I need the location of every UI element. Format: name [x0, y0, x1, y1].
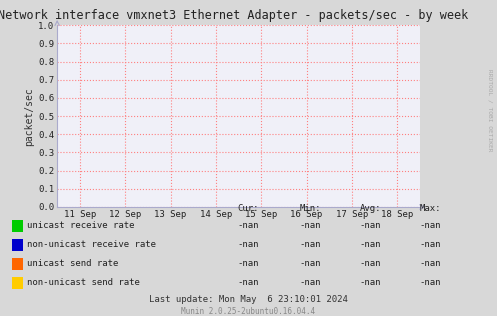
Text: -nan: -nan: [359, 240, 381, 249]
Text: Max:: Max:: [419, 204, 441, 213]
Text: -nan: -nan: [300, 222, 322, 230]
Y-axis label: packet/sec: packet/sec: [24, 87, 34, 145]
Text: Min:: Min:: [300, 204, 322, 213]
Text: -nan: -nan: [300, 259, 322, 268]
Text: -nan: -nan: [419, 278, 441, 287]
Text: RRDTOOL / TOBI OETIKER: RRDTOOL / TOBI OETIKER: [487, 69, 492, 152]
Text: -nan: -nan: [238, 278, 259, 287]
Text: -nan: -nan: [359, 259, 381, 268]
Text: -nan: -nan: [359, 278, 381, 287]
Text: -nan: -nan: [300, 240, 322, 249]
Text: unicast receive rate: unicast receive rate: [27, 222, 135, 230]
Text: -nan: -nan: [300, 278, 322, 287]
Text: -nan: -nan: [238, 240, 259, 249]
Text: Last update: Mon May  6 23:10:01 2024: Last update: Mon May 6 23:10:01 2024: [149, 295, 348, 304]
Text: non-unicast send rate: non-unicast send rate: [27, 278, 140, 287]
Text: -nan: -nan: [419, 222, 441, 230]
Text: -nan: -nan: [238, 259, 259, 268]
Text: Cur:: Cur:: [238, 204, 259, 213]
Text: unicast send rate: unicast send rate: [27, 259, 119, 268]
Text: -nan: -nan: [359, 222, 381, 230]
Text: -nan: -nan: [419, 259, 441, 268]
Text: non-unicast receive rate: non-unicast receive rate: [27, 240, 157, 249]
Text: Munin 2.0.25-2ubuntu0.16.04.4: Munin 2.0.25-2ubuntu0.16.04.4: [181, 307, 316, 316]
Text: Network interface vmxnet3 Ethernet Adapter - packets/sec - by week: Network interface vmxnet3 Ethernet Adapt…: [0, 9, 469, 22]
Text: -nan: -nan: [419, 240, 441, 249]
Text: Avg:: Avg:: [359, 204, 381, 213]
Text: -nan: -nan: [238, 222, 259, 230]
